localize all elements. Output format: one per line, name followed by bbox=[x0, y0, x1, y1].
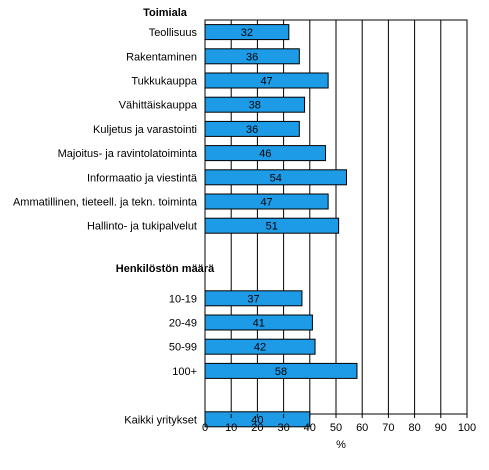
bar bbox=[204, 193, 329, 210]
x-tick-label: 10 bbox=[225, 422, 237, 434]
category-label: Rakentaminen bbox=[126, 51, 197, 63]
bar-value-label: 38 bbox=[249, 100, 261, 112]
x-tick-label: 70 bbox=[382, 422, 394, 434]
x-tick-label: 40 bbox=[304, 422, 316, 434]
category-label: 50-99 bbox=[169, 342, 197, 354]
bar bbox=[204, 145, 327, 162]
bar bbox=[204, 169, 347, 186]
bar bbox=[204, 120, 300, 137]
bar-value-label: 37 bbox=[247, 293, 259, 305]
category-label: Vähittäiskauppa bbox=[119, 100, 198, 112]
bar-value-label: 54 bbox=[270, 172, 282, 184]
x-tick-label: 30 bbox=[277, 422, 289, 434]
bar-value-label: 36 bbox=[246, 124, 258, 136]
category-label: Majoitus- ja ravintolatoiminta bbox=[58, 148, 198, 160]
category-label: 100+ bbox=[172, 366, 197, 378]
x-tick-label: 100 bbox=[458, 422, 476, 434]
bar-value-label: 42 bbox=[254, 342, 266, 354]
category-label: Ammatillinen, tieteell. ja tekn. toimint… bbox=[13, 197, 198, 209]
category-label: Kuljetus ja varastointi bbox=[93, 124, 197, 136]
bar bbox=[204, 217, 340, 234]
bar bbox=[204, 362, 358, 379]
category-label: 10-19 bbox=[169, 293, 197, 305]
x-tick-label: 50 bbox=[330, 422, 342, 434]
category-label: Kaikki yritykset bbox=[124, 414, 197, 426]
x-tick-label: 90 bbox=[435, 422, 447, 434]
category-label: Informaatio ja viestintä bbox=[87, 172, 198, 184]
bar-value-label: 47 bbox=[260, 197, 272, 209]
bar bbox=[204, 96, 306, 113]
category-label: 20-49 bbox=[169, 318, 197, 330]
bar-value-label: 51 bbox=[266, 221, 278, 233]
x-tick-label: 60 bbox=[356, 422, 368, 434]
bar bbox=[204, 290, 303, 307]
category-label: Tukkukauppa bbox=[131, 76, 198, 88]
bar-value-label: 40 bbox=[251, 414, 263, 426]
bar-value-label: 32 bbox=[241, 27, 253, 39]
bar bbox=[204, 48, 300, 65]
group-heading: Henkilöstön määrä bbox=[116, 263, 215, 275]
x-axis-ticks: 0 10 20 30 40 50 60 70 80 90 100 bbox=[202, 414, 476, 434]
x-tick-label: 0 bbox=[202, 422, 208, 434]
bar bbox=[204, 314, 313, 331]
x-tick-label: 80 bbox=[408, 422, 420, 434]
bar-value-label: 46 bbox=[259, 148, 271, 160]
bar bbox=[204, 338, 316, 355]
x-axis-label: % bbox=[336, 439, 346, 451]
group-heading: Toimiala bbox=[143, 7, 188, 19]
bar-value-label: 58 bbox=[275, 366, 287, 378]
bar bbox=[204, 24, 290, 41]
bar-value-label: 47 bbox=[260, 76, 272, 88]
x-tick-label: 20 bbox=[251, 422, 263, 434]
category-label: Hallinto- ja tukipalvelut bbox=[87, 221, 197, 233]
bar-value-label: 36 bbox=[246, 51, 258, 63]
category-labels: Toimiala Teollisuus Rakentaminen Tukkukaupp… bbox=[13, 7, 215, 426]
category-label: Teollisuus bbox=[149, 27, 198, 39]
bar bbox=[204, 72, 329, 89]
bar-value-label: 41 bbox=[253, 318, 265, 330]
